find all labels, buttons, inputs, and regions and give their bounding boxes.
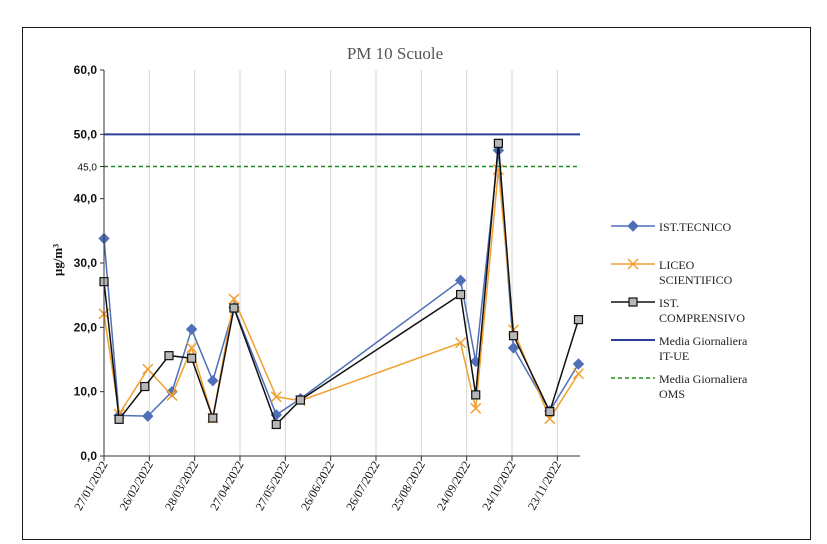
legend-label-line: LICEO	[659, 258, 695, 272]
y-tick-label: 50,0	[74, 127, 98, 141]
series-0	[98, 144, 585, 422]
x-stroke	[455, 337, 467, 349]
series-2	[99, 138, 584, 430]
data-point-square	[628, 297, 638, 307]
legend-item: Media Giornaliera IT-UE	[609, 332, 809, 370]
legend-label-line: Media Giornaliera	[659, 334, 748, 348]
data-point-square	[187, 353, 197, 363]
legend-swatch	[611, 377, 655, 379]
data-point-square	[208, 413, 218, 423]
legend-swatch	[611, 297, 655, 307]
legend-label: IST. COMPRENSIVO	[659, 296, 809, 326]
data-point-diamond	[207, 375, 219, 387]
data-point-square	[140, 381, 150, 392]
legend-label-line: IST.TECNICO	[659, 220, 732, 234]
data-point-square	[164, 351, 174, 361]
data-point-x	[270, 391, 282, 403]
y-tick-label: 0,0	[80, 449, 97, 463]
chart-legend: IST.TECNICO LICEO SCIENTIFICO IST. COMPRENSI…	[609, 218, 809, 408]
x-tick-label: 24/10/2022	[479, 459, 518, 513]
y-tick-label: 45,0	[78, 163, 98, 174]
x-stroke	[166, 389, 178, 402]
data-point-diamond	[454, 274, 467, 287]
chart-title: PM 10 Scuole	[347, 44, 443, 63]
legend-swatch	[611, 220, 655, 232]
x-tick-label: 23/11/2022	[525, 459, 564, 513]
x-tick-label: 26/07/2022	[343, 459, 382, 513]
y-axis-label: µg/m³	[50, 244, 65, 276]
legend-label-line: Media Giornaliera	[659, 372, 748, 386]
y-tick-label: 10,0	[74, 385, 98, 399]
data-point-square	[493, 138, 503, 148]
x-tick-label: 24/09/2022	[434, 458, 473, 512]
data-point-x	[228, 293, 240, 305]
data-point-square	[271, 419, 281, 430]
legend-label-line: SCIENTIFICO	[659, 273, 733, 287]
x-tick-label: 27/05/2022	[252, 459, 291, 513]
x-stroke	[186, 342, 198, 354]
y-tick-label: 30,0	[74, 256, 98, 270]
y-tick-label: 60,0	[74, 63, 98, 77]
x-tick-label: 27/04/2022	[207, 459, 246, 513]
legend-label: Media Giornaliera IT-UE	[659, 334, 809, 364]
data-point-diamond	[142, 410, 154, 422]
reference-lines	[104, 133, 580, 168]
legend-label: Media Giornaliera OMS	[659, 372, 809, 402]
x-tick-label: 28/03/2022	[162, 459, 201, 513]
x-stroke	[627, 258, 639, 270]
data-point-x	[455, 337, 467, 349]
y-tick-label: 40,0	[74, 192, 98, 206]
series-line	[103, 150, 580, 417]
legend-label: LICEO SCIENTIFICO	[659, 258, 809, 288]
x-stroke	[270, 391, 282, 403]
x-tick-label: 26/02/2022	[116, 459, 155, 513]
x-tick-label: 27/01/2022	[71, 459, 110, 513]
data-point-diamond	[627, 220, 639, 232]
data-point-square	[114, 414, 124, 424]
data-point-square	[456, 289, 466, 300]
data-point-diamond	[185, 323, 198, 335]
data-point-diamond	[572, 358, 585, 370]
data-point-x	[186, 342, 198, 354]
x-stroke	[142, 363, 154, 375]
data-point-square	[573, 315, 584, 325]
legend-item: IST.TECNICO	[609, 218, 809, 256]
data-point-diamond	[507, 342, 520, 354]
data-point-square	[545, 407, 555, 417]
data-point-square	[508, 331, 519, 341]
data-point-x	[142, 363, 154, 375]
series-layer	[98, 138, 585, 430]
y-tick-label: 20,0	[74, 320, 98, 334]
chart-frame	[22, 27, 811, 540]
data-point-square	[229, 303, 239, 313]
data-point-square	[295, 395, 306, 405]
x-stroke	[228, 293, 240, 305]
legend-item: IST. COMPRENSIVO	[609, 294, 809, 332]
legend-label-line: IT-UE	[659, 349, 690, 363]
data-point-square	[471, 390, 481, 400]
x-stroke	[572, 368, 585, 380]
data-point-x	[627, 258, 639, 270]
legend-label-line: IST.	[659, 296, 680, 310]
legend-label: IST.TECNICO	[659, 220, 809, 235]
legend-label-line: OMS	[659, 387, 686, 401]
legend-item: Media Giornaliera OMS	[609, 370, 809, 408]
data-point-x	[166, 389, 178, 402]
x-tick-label: 25/08/2022	[388, 459, 427, 513]
x-stroke	[470, 402, 482, 414]
legend-swatch	[611, 339, 655, 341]
legend-label-line: COMPRENSIVO	[659, 311, 746, 325]
data-point-x	[470, 402, 482, 414]
legend-swatch	[611, 258, 655, 270]
x-tick-label: 26/06/2022	[298, 459, 337, 513]
legend-item: LICEO SCIENTIFICO	[609, 256, 809, 294]
axis-layer: 27/01/2022 26/02/2022 28/03/2022 27/04/2022…	[71, 63, 580, 513]
data-point-x	[572, 368, 585, 380]
